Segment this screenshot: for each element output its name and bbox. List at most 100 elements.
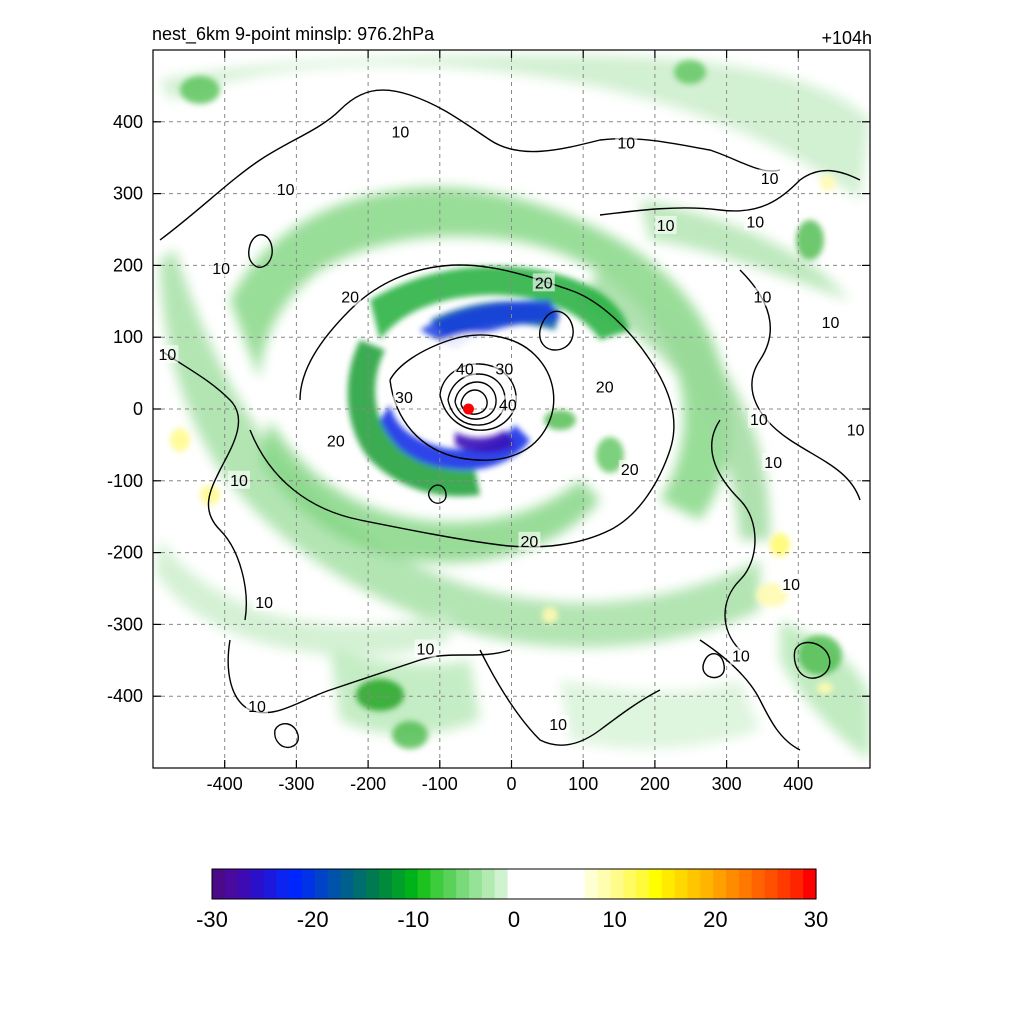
colorbar-swatch <box>379 869 393 899</box>
contour-10-ne <box>599 169 861 216</box>
colorbar-swatch <box>481 869 496 899</box>
contour-label-bg <box>518 531 541 550</box>
contour-20-outer <box>249 264 675 548</box>
contour-label: 20 <box>535 275 553 292</box>
contour-10-north <box>159 89 781 241</box>
contour-label-bg <box>729 646 752 665</box>
colorbar: -30 -20 -10 0 10 20 30 <box>196 868 828 932</box>
colorbar-swatch <box>764 869 779 899</box>
colorbar-swatch <box>276 869 290 899</box>
x-tick-label: -400 <box>207 774 243 794</box>
contour-label: 10 <box>617 135 635 152</box>
contour-label-bg <box>274 180 297 199</box>
contour-label: 10 <box>750 412 768 429</box>
storm-center-marker <box>462 403 474 415</box>
contour-label: 10 <box>761 171 779 188</box>
contour-label: 10 <box>230 473 248 490</box>
colorbar-swatch <box>558 869 573 899</box>
colorbar-swatches <box>212 869 817 899</box>
contour-label-bg <box>156 345 179 364</box>
x-tick-label: -100 <box>422 774 458 794</box>
colorbar-swatch <box>417 869 432 899</box>
y-tick-label: 100 <box>113 327 143 347</box>
colorbar-swatch <box>289 869 303 899</box>
colorbar-ticks: -30 -20 -10 0 10 20 30 <box>196 907 828 932</box>
colorbar-swatch <box>726 869 740 899</box>
contour-label: 30 <box>495 362 513 379</box>
y-tick-label: 200 <box>113 255 143 275</box>
colorbar-tick-label: 30 <box>804 907 828 932</box>
contour-label: 10 <box>158 347 176 364</box>
x-tick-label: -200 <box>350 774 386 794</box>
colorbar-tick-label: 10 <box>602 907 626 932</box>
contour-40-c <box>454 381 497 420</box>
contour-lines <box>159 89 861 751</box>
contour-label: 10 <box>255 595 273 612</box>
contour-label-bg <box>228 470 251 489</box>
contour-small-ne <box>538 310 574 351</box>
contour-labels: 10 10 10 10 10 10 10 10 10 10 10 10 10 10 10 10 10 10 10 10… <box>156 122 867 734</box>
contour-label: 20 <box>327 433 345 450</box>
colorbar-swatch <box>636 869 650 899</box>
contour-label-bg <box>339 287 362 306</box>
x-tick-label: 200 <box>640 774 670 794</box>
y-tick-label: -300 <box>107 614 143 634</box>
x-tick-label: 300 <box>712 774 742 794</box>
contour-label: 10 <box>754 290 772 307</box>
contour-label-bg <box>593 377 616 396</box>
colorbar-swatch <box>790 869 804 899</box>
contour-label: 10 <box>417 642 435 659</box>
contour-label-bg <box>758 169 781 188</box>
contour-label-bg <box>210 258 233 277</box>
colorbar-swatch <box>803 869 817 899</box>
contour-small-se <box>702 653 725 679</box>
contour-label-bg <box>547 714 570 733</box>
colorbar-swatch <box>687 869 701 899</box>
colorbar-swatch <box>314 869 329 899</box>
contour-small-e <box>793 641 831 679</box>
colorbar-swatch <box>443 869 457 899</box>
contour-label: 10 <box>746 214 764 231</box>
colorbar-tick-label: -10 <box>397 907 429 932</box>
contour-label: 10 <box>822 315 840 332</box>
colorbar-swatch <box>584 869 599 899</box>
colorbar-swatch <box>623 869 637 899</box>
plot-area: 10 10 10 10 10 10 10 10 10 10 10 10 10 10 10 10 10 10 10 10… <box>153 50 870 768</box>
contour-label: 10 <box>248 699 266 716</box>
colorbar-swatch <box>751 869 766 899</box>
y-tick-label: -100 <box>107 471 143 491</box>
x-tick-label: 400 <box>783 774 813 794</box>
y-tick-label: 300 <box>113 184 143 204</box>
contour-label: 10 <box>277 182 295 199</box>
contour-label: 20 <box>341 290 359 307</box>
colorbar-swatch <box>546 869 560 899</box>
contour-label-bg <box>453 359 476 378</box>
contour-label-bg <box>618 460 641 479</box>
colorbar-swatch <box>404 869 419 899</box>
x-tick-label: -300 <box>278 774 314 794</box>
contour-label-bg <box>819 312 842 331</box>
y-tick-label: 0 <box>133 399 143 419</box>
colorbar-swatch <box>520 869 534 899</box>
colorbar-swatch <box>738 869 753 899</box>
contour-label-bg <box>747 409 770 428</box>
colorbar-tick-label: -20 <box>297 907 329 932</box>
contour-label-bg <box>414 639 437 658</box>
colorbar-swatch <box>571 869 586 899</box>
colorbar-swatch <box>648 869 663 899</box>
contour-label: 20 <box>621 462 639 479</box>
x-tick-label: 0 <box>506 774 516 794</box>
x-axis: -400 -300 -200 -100 0 100 200 300 400 <box>207 50 813 794</box>
contour-label: 10 <box>764 455 782 472</box>
colorbar-swatch <box>250 869 265 899</box>
contour-label-bg <box>762 452 785 471</box>
colorbar-swatch <box>430 869 444 899</box>
colorbar-swatch <box>224 869 239 899</box>
colorbar-tick-label: -30 <box>196 907 228 932</box>
colorbar-swatch <box>237 869 252 899</box>
colorbar-swatch <box>327 869 342 899</box>
contour-10-south-east <box>699 639 801 751</box>
shaded-field <box>155 55 870 760</box>
contour-label: 20 <box>596 379 614 396</box>
